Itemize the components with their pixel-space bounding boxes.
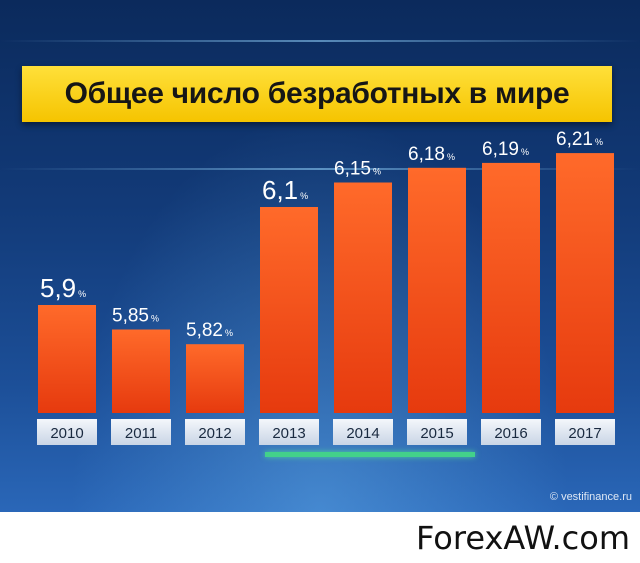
footer: ForexAW.com — [0, 512, 640, 563]
bar-value-label: 5,9% — [40, 273, 86, 303]
bar-value-label: 6,19% — [482, 139, 529, 160]
background-glow-line — [0, 168, 640, 170]
chart-title-bar: Общее число безработных в мире — [22, 66, 612, 122]
tick-label-box — [407, 419, 467, 445]
bar-2011 — [112, 329, 170, 413]
bar-value-label: 6,21% — [556, 129, 603, 150]
tick-label-box — [481, 419, 541, 445]
x-tick-label: 2014 — [346, 425, 379, 442]
copyright-label: © vestifinance.ru — [549, 491, 632, 503]
bar-value-label: 6,18% — [408, 144, 455, 165]
watermark-text: ForexAW.com — [416, 519, 630, 557]
tick-label-box — [259, 419, 319, 445]
bar-2015 — [408, 167, 466, 413]
bar-value-label: 6,1% — [262, 175, 308, 205]
x-tick-label: 2013 — [272, 425, 305, 442]
bar-value-label: 5,85% — [112, 306, 159, 327]
bar-plot: 5,9 % 2010 5,85 % 2011 5,82 % 2012 6,1 % 2013 6,15 % 2… — [37, 129, 615, 445]
tick-label-box — [185, 419, 245, 445]
bar-2014 — [334, 182, 392, 413]
tick-label-box — [111, 419, 171, 445]
chart-panel: Общее число безработных в мире 5,9% 2010 5… — [0, 0, 640, 512]
bar-value-label: 6,15% — [334, 159, 381, 180]
x-tick-label: 2015 — [420, 425, 453, 442]
bar-2016 — [482, 162, 540, 413]
x-tick-label: 2010 — [50, 425, 83, 442]
accent-strip — [265, 452, 475, 457]
bar-value-label: 5,82% — [186, 320, 233, 341]
bar-2013 — [260, 207, 318, 413]
chart-title: Общее число безработных в мире — [64, 77, 570, 110]
tick-label-box — [333, 419, 393, 445]
x-tick-label: 2011 — [125, 425, 157, 442]
x-tick-label: 2012 — [198, 425, 231, 442]
bar-2012 — [186, 344, 244, 413]
bar-2010 — [38, 305, 96, 413]
tick-label-box — [555, 419, 615, 445]
background-glow-line — [0, 40, 640, 42]
x-tick-label: 2017 — [568, 425, 601, 442]
tick-label-box — [37, 419, 97, 445]
x-tick-label: 2016 — [494, 425, 527, 442]
bar-2017 — [556, 153, 614, 413]
